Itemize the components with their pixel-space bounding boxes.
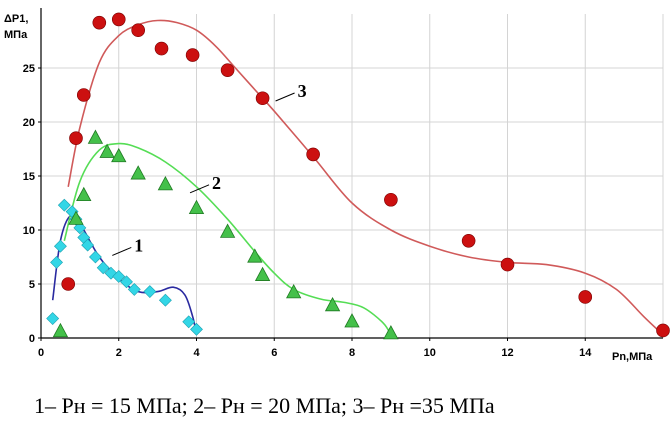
series-2-point: [324, 296, 341, 312]
series-1-point: [50, 255, 63, 269]
series-3-point: [111, 12, 126, 27]
figure-caption: 1– Pн = 15 МПа; 2– Pн = 20 МПа; 3– Pн =3…: [34, 393, 495, 418]
x-tick-label: 12: [501, 347, 513, 359]
series-3-label-leader: [275, 92, 295, 102]
series-1-point: [54, 239, 67, 253]
series-2-point: [219, 223, 236, 238]
series-2-label: 2: [212, 173, 221, 193]
y-tick-label: 0: [29, 333, 35, 345]
series-3-point: [306, 147, 320, 162]
series-2-point: [87, 129, 104, 144]
series-2-point: [76, 186, 92, 202]
series-3-curve: [67, 19, 664, 336]
y-tick-label: 25: [23, 63, 35, 75]
series-1-point: [57, 198, 71, 212]
series-1-point: [120, 275, 133, 289]
series-1-point: [89, 250, 102, 264]
x-tick-label: 10: [424, 347, 436, 359]
chart-grid: [41, 14, 664, 338]
series-3-point: [69, 131, 83, 145]
series-2-point: [188, 199, 205, 215]
series-3-point: [154, 41, 169, 56]
series-3-point: [76, 88, 91, 102]
series-3-point: [131, 23, 145, 38]
x-tick-label: 0: [38, 347, 44, 359]
series-2-point: [344, 313, 360, 328]
x-tick-label: 2: [116, 347, 122, 359]
series-2-point: [111, 147, 127, 163]
y-tick-label: 15: [23, 171, 35, 183]
series-2-point: [157, 175, 174, 191]
chart-points: [46, 12, 670, 340]
series-1-point: [158, 293, 172, 307]
series-2-point: [286, 283, 302, 299]
series-1-point: [112, 270, 126, 283]
series-3-point: [92, 15, 107, 30]
chart-curves: [51, 19, 664, 336]
y-axis-label-line1: ΔP1,: [4, 13, 28, 25]
x-axis-label: Pn,МПа: [612, 351, 653, 363]
series-3-point: [61, 277, 76, 291]
series-1-curve: [51, 214, 198, 335]
series-1-label: 1: [134, 235, 143, 255]
series-1-point: [73, 221, 87, 235]
series-2-point: [383, 325, 399, 340]
series-3-point: [578, 290, 593, 304]
x-tick-label: 6: [271, 347, 277, 359]
series-1-point: [190, 322, 203, 336]
x-tick-label: 8: [349, 347, 355, 359]
series-1-point: [81, 238, 95, 252]
series-3-point: [220, 63, 235, 77]
chart-curve-labels: 1 2 3: [112, 81, 307, 256]
series-2-point: [247, 248, 263, 263]
series-3-point: [384, 192, 398, 207]
series-1-point: [143, 285, 157, 298]
series-1-point: [96, 261, 110, 275]
series-1-label-leader: [112, 246, 132, 256]
series-1-point: [182, 315, 196, 329]
series-3-point: [461, 234, 476, 248]
series-2-point: [52, 322, 69, 338]
series-3-point: [255, 91, 270, 106]
series-2-label-leader: [189, 184, 210, 194]
x-tick-label: 4: [193, 347, 200, 359]
y-axis-label-line2: МПа: [4, 29, 28, 41]
y-tick-label: 10: [23, 225, 35, 237]
y-tick-label: 5: [29, 279, 35, 291]
y-tick-label: 20: [23, 117, 35, 129]
chart-axes: [38, 8, 663, 341]
series-2-point: [254, 266, 271, 281]
x-tick-label: 14: [579, 347, 592, 359]
series-2-point: [99, 143, 115, 158]
series-1-point: [46, 312, 60, 325]
series-3-point: [500, 257, 515, 272]
series-3-point: [656, 323, 670, 338]
series-3-point: [185, 48, 200, 62]
series-2-point: [68, 210, 84, 225]
series-2-curve: [63, 142, 392, 336]
series-2-point: [130, 165, 146, 180]
series-3-label: 3: [298, 81, 307, 101]
series-1-point: [127, 282, 141, 296]
